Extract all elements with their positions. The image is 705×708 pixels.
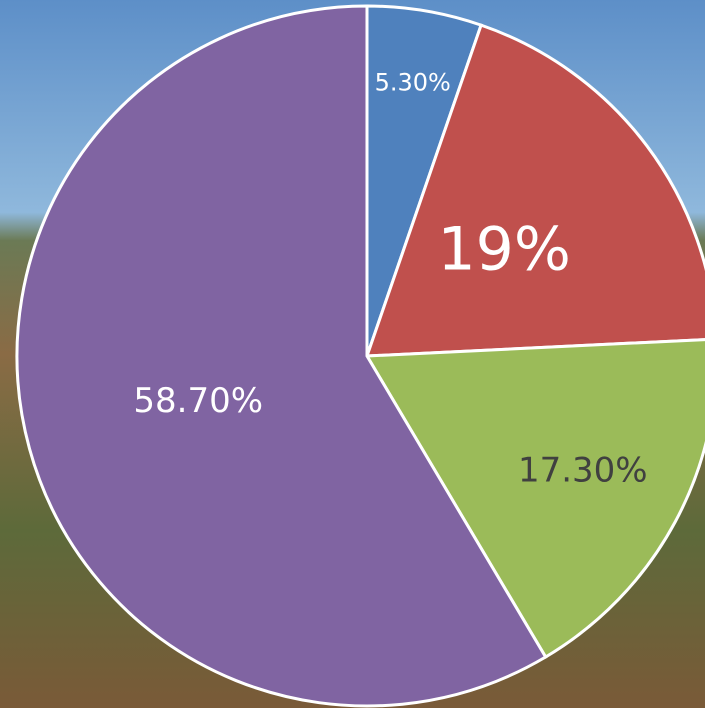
pie-slice bbox=[15, 4, 548, 708]
data-label: 19% bbox=[438, 215, 571, 285]
data-label: 17.30% bbox=[518, 451, 648, 491]
pie-slice bbox=[364, 23, 705, 358]
pie-slice bbox=[364, 338, 705, 660]
data-label: 58.70% bbox=[133, 381, 263, 421]
data-label: 5.30% bbox=[375, 68, 451, 96]
pie: 5.30% 19% 17.30% 58.70% bbox=[15, 4, 705, 708]
